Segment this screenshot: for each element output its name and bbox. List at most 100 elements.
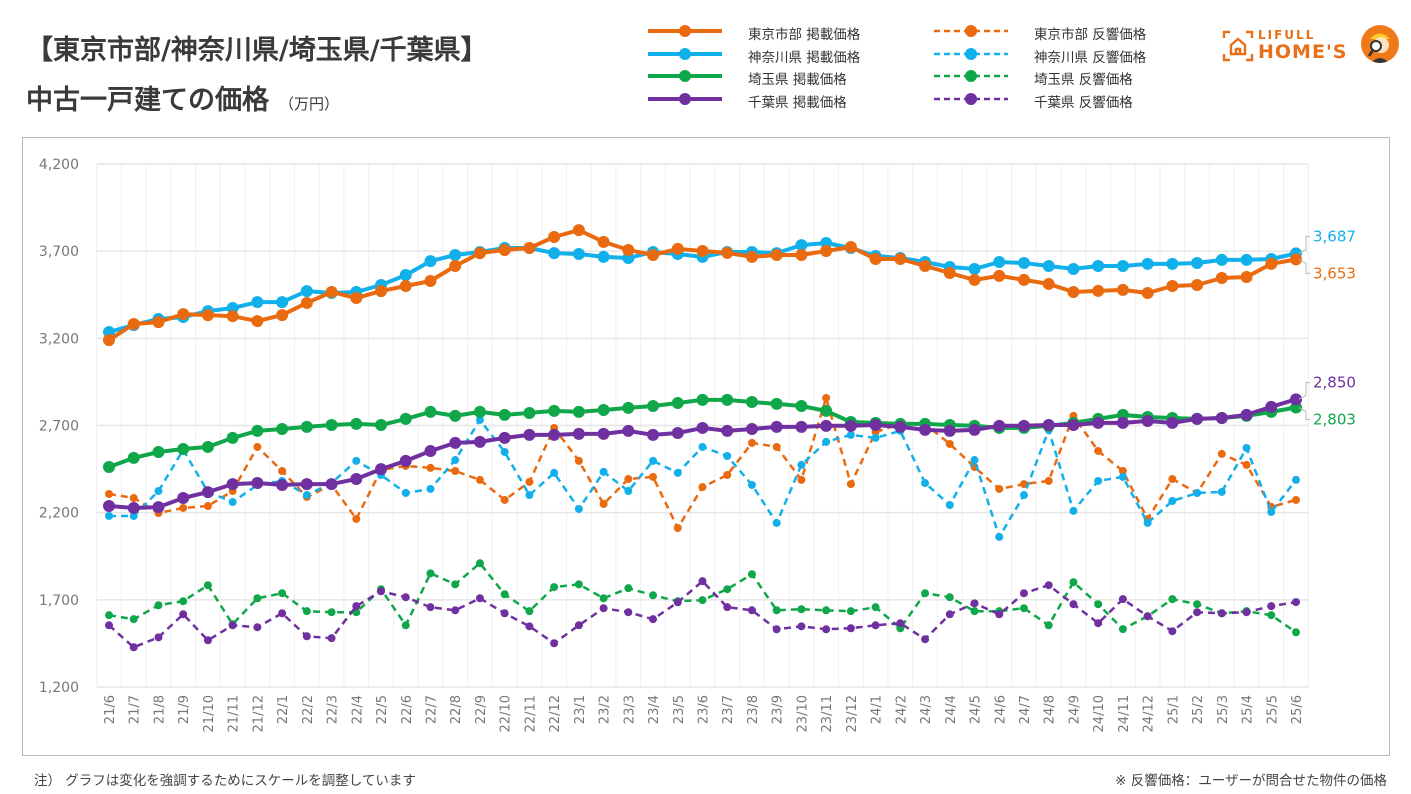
data-point bbox=[276, 296, 289, 309]
data-point bbox=[550, 468, 559, 477]
data-point bbox=[797, 460, 806, 469]
data-point bbox=[970, 456, 979, 465]
y-tick-label: 1,700 bbox=[39, 593, 79, 609]
data-point bbox=[844, 419, 857, 432]
data-point bbox=[1092, 416, 1105, 429]
data-point bbox=[745, 422, 758, 435]
data-point bbox=[1240, 253, 1253, 266]
data-point bbox=[177, 492, 190, 505]
data-point bbox=[649, 472, 658, 481]
legend-swatch-icon bbox=[648, 92, 722, 105]
data-point bbox=[399, 454, 412, 467]
data-point bbox=[772, 625, 781, 634]
data-point bbox=[993, 419, 1006, 432]
x-tick-label: 23/9 bbox=[771, 695, 786, 724]
data-point bbox=[649, 591, 658, 600]
x-tick-label: 23/11 bbox=[820, 695, 835, 732]
data-point bbox=[696, 393, 709, 406]
x-tick-label: 25/5 bbox=[1265, 695, 1280, 724]
legend-label: 埼玉県 掲載価格 bbox=[748, 72, 847, 88]
data-point bbox=[572, 405, 585, 418]
data-point bbox=[721, 246, 734, 259]
y-tick-label: 2,700 bbox=[39, 419, 79, 435]
legend-swatch-icon bbox=[648, 70, 722, 82]
data-point bbox=[1118, 625, 1127, 634]
data-point bbox=[475, 415, 484, 424]
data-point bbox=[624, 487, 633, 496]
data-point bbox=[1267, 507, 1276, 516]
data-point bbox=[572, 427, 585, 440]
data-point bbox=[1067, 418, 1080, 431]
data-point bbox=[1044, 621, 1053, 630]
data-point bbox=[1092, 259, 1105, 272]
data-point bbox=[375, 463, 388, 476]
x-tick-label: 22/2 bbox=[301, 695, 316, 724]
data-point bbox=[500, 609, 509, 618]
data-point bbox=[525, 622, 534, 631]
data-point bbox=[302, 491, 311, 500]
data-point bbox=[1143, 612, 1152, 621]
data-point bbox=[624, 608, 633, 617]
data-point bbox=[327, 608, 336, 617]
x-tick-label: 24/9 bbox=[1067, 695, 1082, 724]
data-point bbox=[401, 488, 410, 497]
x-tick-label: 23/5 bbox=[672, 695, 687, 724]
data-point bbox=[401, 593, 410, 602]
data-point bbox=[1094, 476, 1103, 485]
data-point bbox=[673, 468, 682, 477]
x-tick-label: 21/6 bbox=[103, 695, 118, 724]
data-point bbox=[772, 518, 781, 527]
data-point bbox=[995, 610, 1004, 619]
data-point bbox=[869, 253, 882, 266]
end-value-label: 2,803 bbox=[1313, 411, 1356, 429]
data-point bbox=[1242, 460, 1251, 469]
data-point bbox=[624, 475, 633, 484]
data-point bbox=[399, 412, 412, 425]
data-point bbox=[1042, 259, 1055, 272]
data-point bbox=[424, 274, 437, 287]
data-point bbox=[745, 250, 758, 263]
data-point bbox=[647, 428, 660, 441]
data-point bbox=[1168, 496, 1177, 505]
data-point bbox=[1019, 480, 1028, 489]
y-tick-label: 3,200 bbox=[39, 331, 79, 347]
data-point bbox=[129, 494, 138, 503]
data-point bbox=[721, 424, 734, 437]
x-tick-label: 23/7 bbox=[721, 695, 736, 724]
data-point bbox=[993, 269, 1006, 282]
data-point bbox=[574, 456, 583, 465]
y-tick-label: 3,700 bbox=[39, 244, 79, 260]
data-point bbox=[1094, 446, 1103, 455]
data-point bbox=[1217, 609, 1226, 618]
data-point bbox=[795, 239, 808, 252]
chart-title: 中古一戸建ての価格 （万円） bbox=[26, 78, 339, 117]
data-point bbox=[846, 430, 855, 439]
data-point bbox=[154, 487, 163, 496]
data-point bbox=[1215, 272, 1228, 285]
legend-swatch-icon bbox=[648, 47, 722, 60]
legend-label: 埼玉県 反響価格 bbox=[1034, 72, 1133, 88]
logo-text-homes: HOME'S bbox=[1258, 41, 1348, 63]
data-point bbox=[251, 424, 264, 437]
data-point bbox=[226, 478, 239, 491]
data-point bbox=[945, 610, 954, 619]
data-point bbox=[1141, 257, 1154, 270]
data-point bbox=[127, 451, 140, 464]
data-point bbox=[1069, 506, 1078, 515]
data-point bbox=[498, 243, 511, 256]
data-point bbox=[795, 249, 808, 262]
data-point bbox=[747, 438, 756, 447]
x-tick-label: 22/5 bbox=[375, 695, 390, 724]
data-point bbox=[127, 501, 140, 514]
data-point bbox=[770, 249, 783, 262]
data-point bbox=[1267, 611, 1276, 620]
data-point bbox=[276, 478, 289, 491]
data-point bbox=[1042, 418, 1055, 431]
data-point bbox=[203, 581, 212, 590]
data-point bbox=[894, 420, 907, 433]
data-point bbox=[1267, 602, 1276, 611]
data-point bbox=[698, 596, 707, 605]
legend-label: 東京市部 反響価格 bbox=[1034, 27, 1147, 43]
data-point bbox=[696, 244, 709, 257]
footnote-scale: 注） グラフは変化を強調するためにスケールを調整しています bbox=[34, 773, 416, 789]
